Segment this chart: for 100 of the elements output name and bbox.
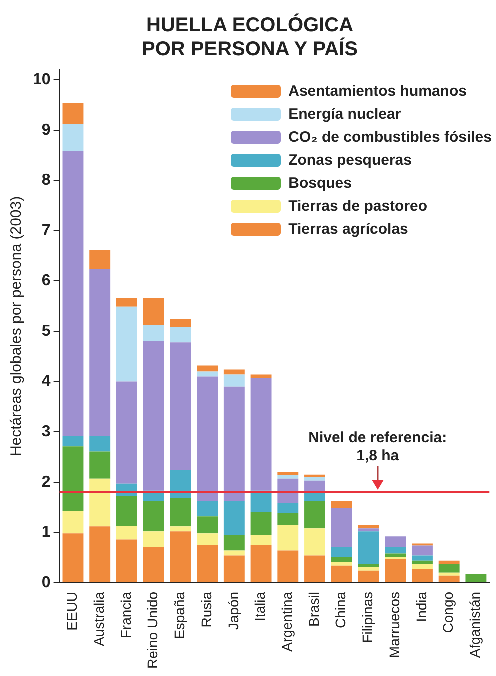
bar [358,570,380,582]
bar [358,567,380,571]
bar [224,500,245,536]
bar [62,436,84,447]
bar [466,574,487,582]
bar [304,474,326,478]
bar [278,550,299,582]
x-tick-label: Brasil [306,592,322,627]
bar [170,498,192,527]
legend-label: CO₂ de combustibles fósiles [288,129,492,146]
bar [224,535,245,551]
bar [250,512,272,536]
bar [250,545,272,582]
bar [331,508,352,548]
bar [331,500,352,508]
bar [304,480,326,492]
bar [412,560,433,564]
bar [116,298,138,307]
bar [170,327,192,343]
bar [412,546,433,556]
y-tick-label: 0 [42,574,51,592]
bar [170,470,192,498]
y-tick-label: 10 [33,71,51,88]
bar [278,472,299,476]
bar [90,269,111,436]
x-tick-label: Rusia [198,592,214,628]
y-tick-label: 6 [42,272,51,290]
bar [116,540,138,582]
bar [90,436,111,452]
bar [385,536,406,548]
bar [278,502,299,514]
bar [170,319,192,328]
bar [224,550,245,556]
bar [116,496,138,526]
bar [116,382,138,484]
bar [143,341,164,491]
bar [90,452,111,479]
bar [304,556,326,582]
bar [331,557,352,562]
bar [224,370,245,375]
bar [116,526,138,540]
bar [385,554,406,558]
bar [170,532,192,582]
bar [197,534,218,546]
y-tick-label: 9 [42,122,51,139]
y-tick-label: 8 [42,172,51,190]
legend-label: Energía nuclear [288,106,402,123]
legend-label: Tierras agrícolas [288,221,408,238]
bar [304,500,326,529]
bar [197,372,218,377]
x-tick-label: Marruecos [386,592,402,658]
x-tick-label: Italia [252,592,268,622]
x-tick-label: Filipinas [360,592,376,644]
x-tick-label: India [413,592,430,622]
x-tick-label: Afganistán [467,592,484,658]
bar [62,446,84,512]
x-tick-label: EEUU [64,592,80,631]
y-tick-label: 5 [42,322,51,340]
bar [197,500,218,517]
bar [304,528,326,556]
y-tick-label: 4 [42,373,51,390]
y-tick-label: 7 [42,222,51,240]
legend-label: Asentamientos humanos [288,83,467,100]
bar [197,376,218,501]
bar [278,513,299,526]
bar [62,534,84,582]
x-tick-label: Congo [440,592,456,634]
bar [90,478,111,527]
legend-label: Tierras de pastoreo [288,198,428,215]
bar [358,525,380,529]
y-tick-label: 2 [42,474,51,491]
bar [224,386,245,501]
bar [438,576,460,582]
bar [143,532,164,548]
y-axis-title: Hectáreas globales por persona (2003) [8,196,26,457]
ref-line-label: Nivel de referencia: 1,8 ha [308,429,448,464]
bar [278,525,299,551]
bar [438,572,460,576]
bar [116,306,138,382]
bar [331,562,352,566]
legend-label: Zonas pesqueras [288,152,412,169]
bar [412,569,433,582]
bar [250,374,272,378]
bar [170,342,192,470]
bar [250,378,272,491]
x-tick-label: España [172,592,188,640]
bar [170,526,192,532]
bar [385,547,406,554]
bar [331,566,352,582]
x-tick-label: Francia [118,592,134,639]
bar [62,512,84,534]
bar [358,528,380,532]
y-tick-label: 1 [42,524,51,542]
legend-label: Bosques [288,175,352,192]
bar [250,535,272,546]
y-tick-label: 3 [42,423,51,440]
bar [143,325,164,342]
bar [331,547,352,558]
x-tick-label: Reino Unido [144,592,161,670]
bar [90,250,111,270]
